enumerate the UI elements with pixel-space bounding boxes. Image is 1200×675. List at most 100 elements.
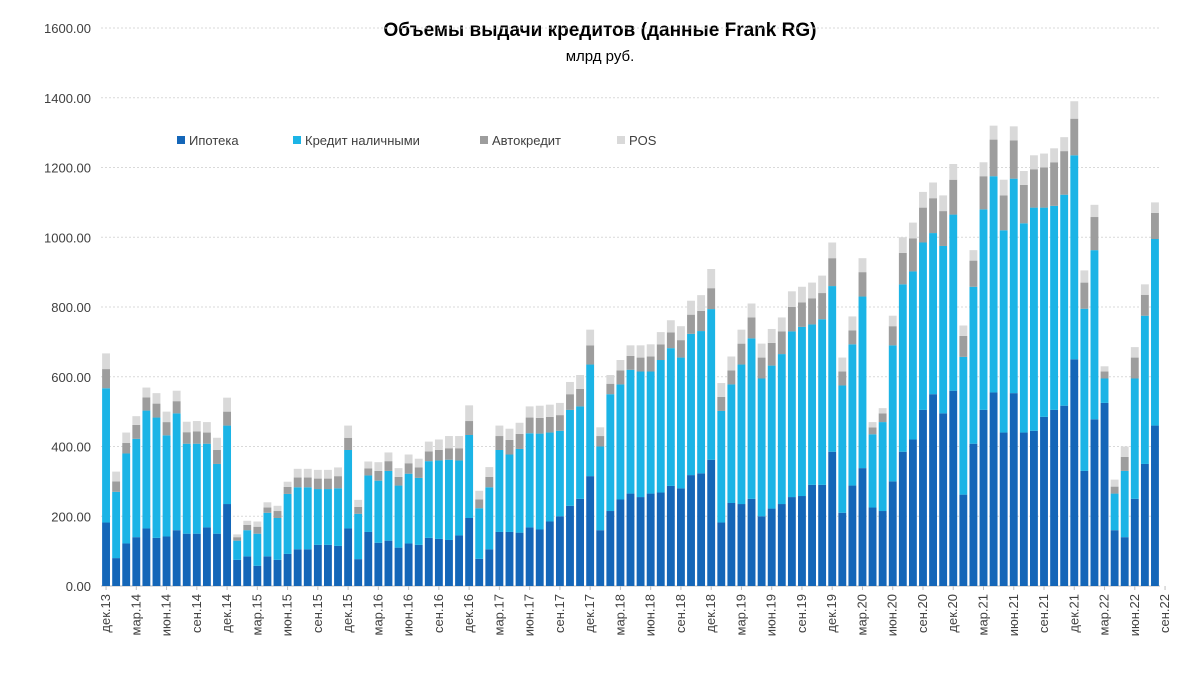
bar-cash (394, 485, 403, 548)
bar-pos (132, 416, 141, 425)
x-tick-label: дек.18 (703, 594, 718, 633)
bar-auto (233, 537, 242, 541)
bar-cash (182, 443, 191, 534)
bar-auto (1080, 282, 1089, 309)
bar-cash (808, 324, 816, 485)
bar-auto (152, 403, 161, 418)
bar-cash (374, 480, 383, 543)
x-tick-label: июн.17 (522, 594, 537, 636)
bar-auto (253, 526, 262, 534)
legend-swatch-pos (617, 136, 625, 144)
bar-pos (344, 425, 353, 438)
bar-pos (939, 195, 948, 212)
bar-cash (303, 487, 312, 550)
x-tick-label: мар.18 (612, 594, 627, 635)
bar-auto (555, 415, 564, 431)
bar-auto (465, 421, 474, 435)
bar-pos (465, 405, 474, 422)
bar-pos (959, 325, 968, 336)
bar-cash (1110, 493, 1119, 531)
bar-cash (505, 454, 514, 532)
bar-auto (384, 461, 393, 471)
bar-cash (939, 245, 948, 414)
bar-auto (525, 417, 534, 434)
bar-auto (213, 449, 221, 464)
bar-pos (616, 360, 625, 371)
bar-cash (858, 296, 867, 469)
bar-pos (233, 534, 242, 538)
bar-mortgage (112, 558, 121, 586)
bar-mortgage (858, 468, 867, 586)
bar-pos (283, 481, 292, 487)
bar-mortgage (495, 531, 504, 586)
x-tick-label: дек.16 (461, 594, 476, 633)
bar-pos (868, 422, 877, 428)
bar-pos (949, 164, 958, 180)
bar-cash (566, 409, 574, 506)
bar-mortgage (273, 559, 282, 586)
bar-mortgage (122, 543, 131, 586)
bar-mortgage (535, 529, 544, 586)
bar-mortgage (455, 535, 463, 586)
bar-auto (757, 357, 766, 379)
bar-cash (384, 470, 393, 541)
bar-cash (324, 489, 332, 545)
bar-auto (132, 424, 141, 439)
bar-pos (1019, 170, 1028, 185)
bar-auto (576, 388, 585, 407)
bar-auto (878, 413, 887, 423)
bar-pos (677, 326, 685, 341)
bar-cash (535, 433, 544, 530)
bar-pos (192, 421, 201, 432)
bar-cash (344, 449, 353, 529)
bar-pos (112, 471, 121, 482)
bar-cash (1130, 378, 1139, 499)
bar-mortgage (1070, 359, 1079, 586)
bar-pos (394, 468, 403, 477)
bar-cash (172, 413, 181, 531)
bar-cash (233, 540, 242, 560)
bar-auto (908, 238, 917, 272)
bar-pos (929, 182, 938, 199)
bar-auto (969, 260, 978, 287)
bar-auto (898, 252, 907, 285)
bar-pos (162, 411, 171, 423)
bar-cash (273, 517, 282, 560)
legend-label-mortgage: Ипотека (189, 133, 239, 148)
bar-cash (515, 448, 524, 533)
bar-mortgage (263, 556, 272, 586)
bar-mortgage (1019, 432, 1028, 586)
bar-mortgage (808, 484, 816, 586)
bar-auto (414, 467, 423, 478)
bar-pos (223, 397, 232, 412)
bar-pos (596, 427, 605, 437)
bar-mortgage (384, 540, 393, 586)
bar-mortgage (465, 517, 474, 586)
x-tick-label: июн.15 (280, 594, 295, 636)
bar-mortgage (1130, 498, 1139, 586)
bar-mortgage (626, 493, 635, 586)
bar-mortgage (1151, 425, 1159, 586)
bar-mortgage (787, 497, 796, 586)
bar-cash (838, 385, 847, 513)
bar-mortgage (717, 522, 726, 586)
legend-label-auto: Автокредит (492, 133, 561, 148)
legend-swatch-auto (480, 136, 488, 144)
bar-auto (989, 139, 998, 177)
bar-pos (414, 458, 423, 468)
bar-auto (112, 481, 121, 492)
bar-mortgage (132, 537, 141, 586)
bar-cash (707, 309, 716, 460)
bar-auto (263, 507, 272, 513)
bar-auto (182, 432, 191, 444)
bar-cash (1140, 315, 1149, 464)
bar-mortgage (555, 516, 564, 586)
bar-cash (293, 487, 302, 550)
bar-mortgage (404, 543, 413, 586)
bar-auto (102, 369, 110, 389)
bar-mortgage (102, 522, 110, 586)
bar-pos (626, 345, 635, 356)
bar-auto (202, 432, 211, 444)
bar-pos (1110, 479, 1119, 487)
